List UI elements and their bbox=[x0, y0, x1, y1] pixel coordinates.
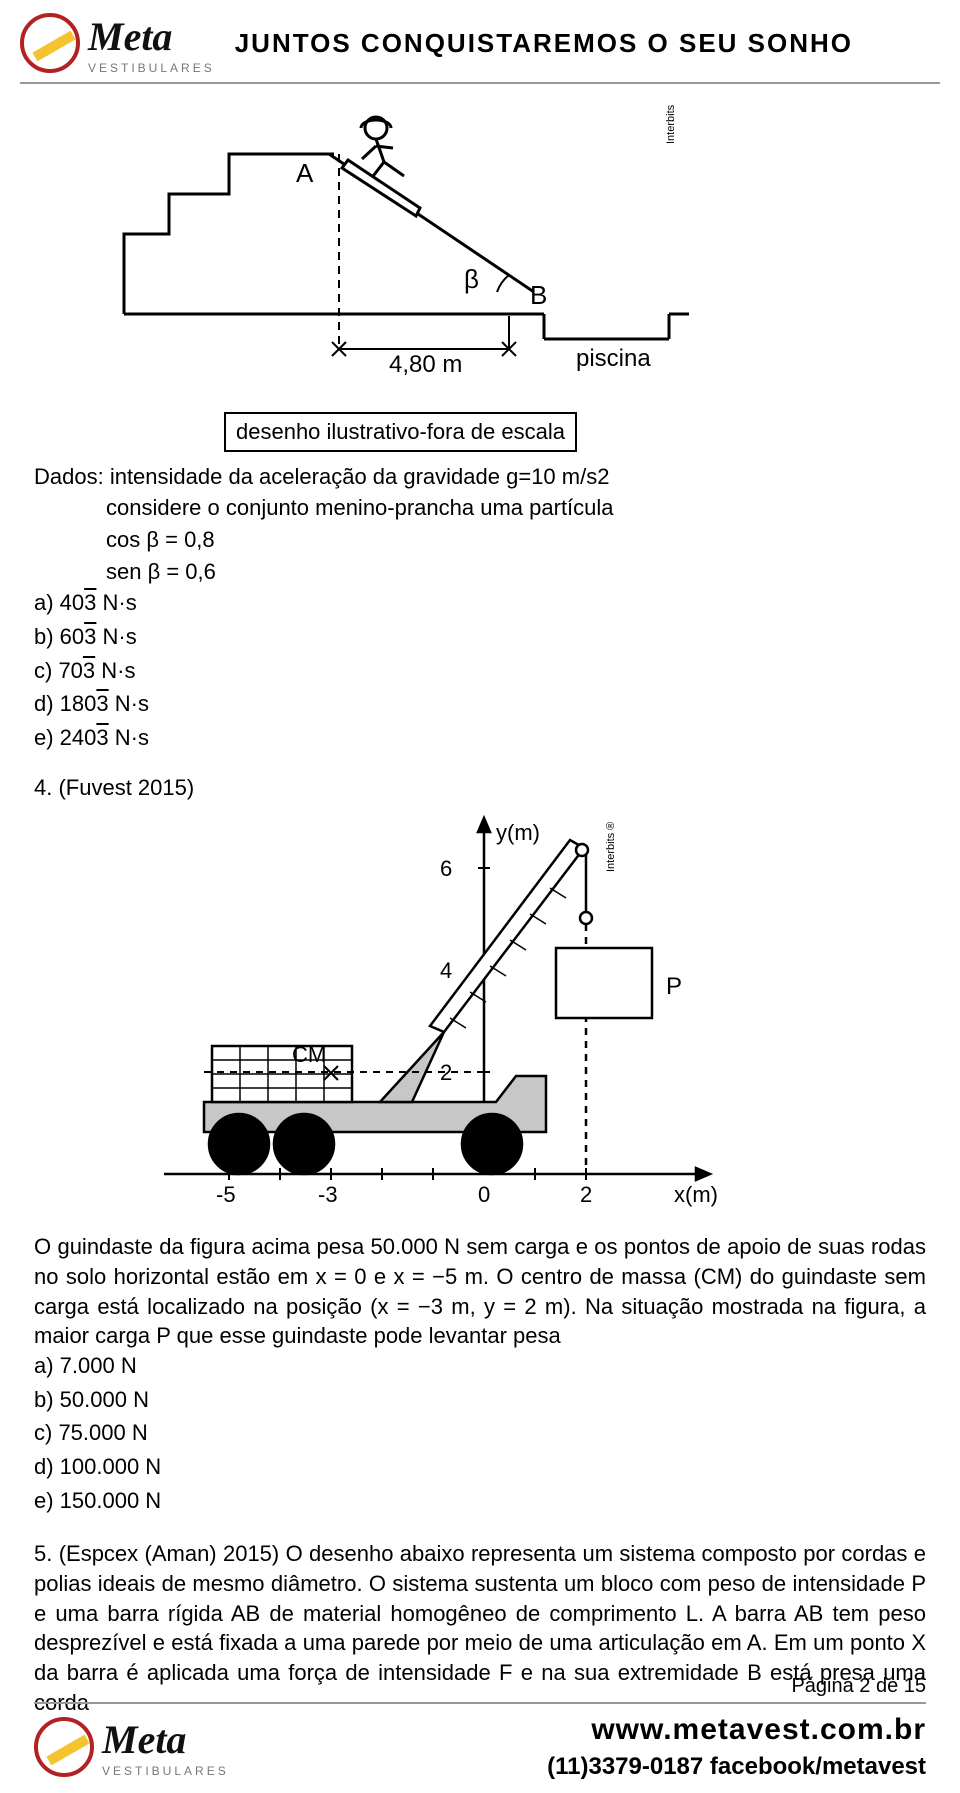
xlabel: x(m) bbox=[674, 1182, 718, 1207]
fig1-dim: 4,80 m bbox=[389, 351, 462, 378]
q4-opt-e: e) 150.000 N bbox=[34, 1486, 926, 1516]
footer-rule bbox=[34, 1702, 926, 1704]
footer-page-num: Página 2 de 15 bbox=[34, 1673, 926, 1700]
fig1-label-b: B bbox=[530, 280, 547, 310]
figure-crane: 2 4 6 y(m) -5 -3 0 2 x(m) bbox=[144, 814, 926, 1222]
svg-text:-5: -5 bbox=[216, 1182, 236, 1207]
svg-text:4: 4 bbox=[440, 958, 452, 983]
figure-slide-svg: A B β 4,80 m piscina Interbits ® bbox=[114, 104, 694, 404]
q4-options: a) 7.000 N b) 50.000 N c) 75.000 N d) 10… bbox=[34, 1351, 926, 1515]
q3-opt-d: d) 1803 N·s bbox=[34, 689, 926, 719]
footer-url: www.metavest.com.br bbox=[547, 1710, 926, 1751]
q3-options: a) 403 N·s b) 603 N·s c) 703 N·s d) 1803… bbox=[34, 588, 926, 752]
q4-opt-d: d) 100.000 N bbox=[34, 1452, 926, 1482]
svg-text:2: 2 bbox=[580, 1182, 592, 1207]
fig1-label-a: A bbox=[296, 158, 314, 188]
brand-name: Meta bbox=[88, 10, 215, 64]
q3-opt-b: b) 603 N·s bbox=[34, 622, 926, 652]
brand-logo: Meta VESTIBULARES bbox=[20, 10, 215, 76]
footer-logo: Meta VESTIBULARES bbox=[34, 1713, 229, 1779]
brand-tagline: JUNTOS CONQUISTAREMOS O SEU SONHO bbox=[235, 26, 853, 61]
q4-title: 4. (Fuvest 2015) bbox=[34, 773, 926, 803]
brand-subtitle: VESTIBULARES bbox=[88, 60, 215, 76]
q3-cos: cos β = 0,8 bbox=[106, 525, 926, 555]
figure-slide: A B β 4,80 m piscina Interbits ® desenho… bbox=[114, 104, 926, 451]
q3-sen: sen β = 0,6 bbox=[106, 557, 926, 587]
ylabel: y(m) bbox=[496, 820, 540, 845]
fig1-pool: piscina bbox=[576, 345, 651, 372]
q3-consider: considere o conjunto menino-prancha uma … bbox=[106, 493, 926, 523]
fig1-watermark: Interbits ® bbox=[665, 104, 677, 144]
page-content: A B β 4,80 m piscina Interbits ® desenho… bbox=[0, 84, 960, 1717]
svg-text:6: 6 bbox=[440, 856, 452, 881]
q4-opt-c: c) 75.000 N bbox=[34, 1418, 926, 1448]
q4-opt-b: b) 50.000 N bbox=[34, 1385, 926, 1415]
footer-brand-sub: VESTIBULARES bbox=[102, 1763, 229, 1779]
footer-contact: (11)3379-0187 facebook/metavest bbox=[547, 1751, 926, 1783]
page-footer: Página 2 de 15 Meta VESTIBULARES www.met… bbox=[0, 1667, 960, 1793]
q4-paragraph: O guindaste da figura acima pesa 50.000 … bbox=[34, 1232, 926, 1351]
q4-opt-a: a) 7.000 N bbox=[34, 1351, 926, 1381]
fig1-beta: β bbox=[464, 264, 479, 294]
pencil-icon bbox=[34, 1717, 94, 1777]
q3-opt-e: e) 2403 N·s bbox=[34, 723, 926, 753]
q3-opt-a: a) 403 N·s bbox=[34, 588, 926, 618]
figure-crane-svg: 2 4 6 y(m) -5 -3 0 2 x(m) bbox=[144, 814, 764, 1214]
q3-block: Dados: intensidade da aceleração da grav… bbox=[34, 462, 926, 587]
cm-label: CM bbox=[292, 1042, 326, 1067]
q3-opt-c: c) 703 N·s bbox=[34, 656, 926, 686]
pencil-icon bbox=[20, 13, 80, 73]
fig1-caption: desenho ilustrativo-fora de escala bbox=[224, 412, 577, 452]
footer-brand-name: Meta bbox=[102, 1713, 229, 1767]
svg-text:0: 0 bbox=[478, 1182, 490, 1207]
svg-text:-3: -3 bbox=[318, 1182, 338, 1207]
fig2-watermark: Interbits ® bbox=[605, 822, 617, 872]
p-label: P bbox=[666, 973, 682, 1000]
page-header: Meta VESTIBULARES JUNTOS CONQUISTAREMOS … bbox=[0, 0, 960, 76]
q3-dados: Dados: intensidade da aceleração da grav… bbox=[34, 462, 926, 492]
